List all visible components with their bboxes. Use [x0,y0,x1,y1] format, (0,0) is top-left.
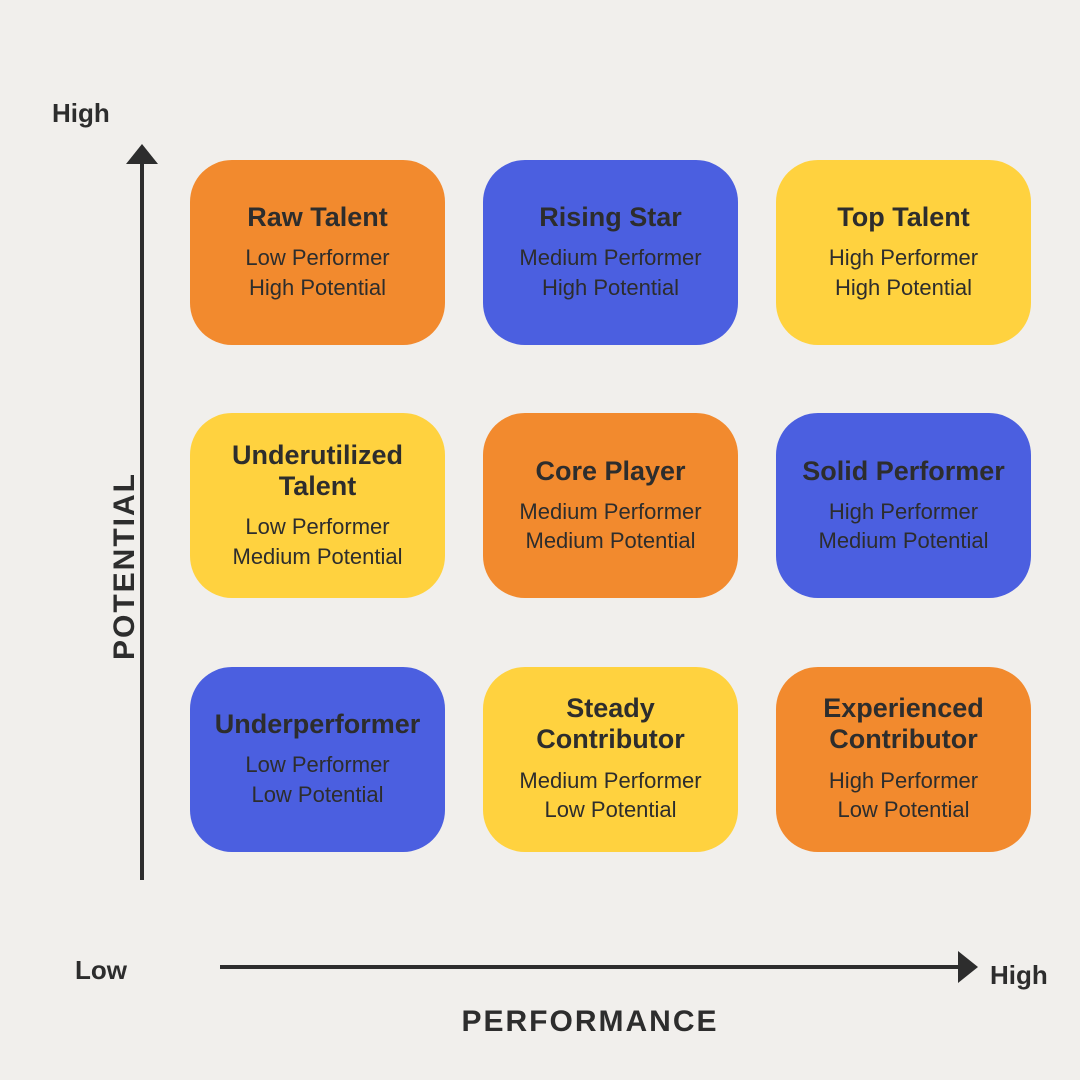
matrix-box-title: Core Player [535,456,685,487]
matrix-box-subtitle: Low PerformerHigh Potential [245,243,389,302]
matrix-box: Solid Performer High PerformerMedium Pote… [776,413,1031,598]
matrix-box-title: Rising Star [539,202,682,233]
matrix-box: Underperformer Low PerformerLow Potential [190,667,445,852]
matrix-box: Experienced Contributor High PerformerLow… [776,667,1031,852]
matrix-box-line2: Low Potential [519,795,701,825]
x-axis-arrow-icon [958,951,978,983]
matrix-box-subtitle: Medium PerformerLow Potential [519,766,701,825]
x-axis-high-label: High [990,960,1048,991]
matrix-box-line1: Low Performer [245,750,389,780]
y-axis-arrow-icon [126,144,158,164]
matrix-box: Underutilized Talent Low PerformerMedium … [190,413,445,598]
matrix-box: Steady Contributor Medium PerformerLow Po… [483,667,738,852]
matrix-box-line1: Low Performer [245,243,389,273]
matrix-box-line1: Low Performer [233,512,403,542]
nine-box-matrix: High POTENTIAL Raw TalentLow PerformerHi… [0,0,1080,1080]
matrix-box-line1: Medium Performer [519,497,701,527]
matrix-box: Rising Star Medium PerformerHigh Potentia… [483,160,738,345]
matrix-box-subtitle: High PerformerHigh Potential [829,243,978,302]
matrix-box-line2: High Potential [245,273,389,303]
matrix-box-line2: Medium Potential [519,526,701,556]
matrix-box-line2: Low Potential [245,780,389,810]
matrix-box-line2: High Potential [519,273,701,303]
matrix-box-line2: High Potential [829,273,978,303]
matrix-box-line1: Medium Performer [519,243,701,273]
matrix-box-title: Experienced Contributor [788,693,1019,755]
matrix-box-title: Raw Talent [247,202,388,233]
matrix-box-title: Underperformer [215,709,421,740]
matrix-box-line2: Medium Potential [233,542,403,572]
matrix-box-title: Top Talent [837,202,969,233]
matrix-box-line1: High Performer [829,243,978,273]
matrix-box-line2: Low Potential [829,795,978,825]
matrix-box-title: Steady Contributor [495,693,726,755]
matrix-box-line2: Medium Potential [819,526,989,556]
matrix-box-subtitle: High PerformerLow Potential [829,766,978,825]
matrix-box-subtitle: Medium PerformerHigh Potential [519,243,701,302]
matrix-box-title: Underutilized Talent [202,440,433,502]
matrix-box-subtitle: Low PerformerMedium Potential [233,512,403,571]
y-axis-high-label: High [52,98,110,129]
x-axis-line [220,965,960,969]
matrix-box-subtitle: Low PerformerLow Potential [245,750,389,809]
x-axis-label: PERFORMANCE [340,1005,840,1039]
matrix-box: Core Player Medium PerformerMedium Potent… [483,413,738,598]
matrix-box-subtitle: High PerformerMedium Potential [819,497,989,556]
matrix-box-line1: Medium Performer [519,766,701,796]
matrix-box: Raw Talent Low PerformerHigh Potential [190,160,445,345]
matrix-box-line1: High Performer [819,497,989,527]
matrix-box-subtitle: Medium PerformerMedium Potential [519,497,701,556]
matrix-box-title: Solid Performer [802,456,1005,487]
y-axis-label: POTENTIAL [108,472,142,660]
x-axis-low-label: Low [75,955,127,986]
matrix-grid: Raw TalentLow PerformerHigh PotentialRis… [190,160,1030,860]
matrix-box-line1: High Performer [829,766,978,796]
matrix-box: Top Talent High PerformerHigh Potential [776,160,1031,345]
